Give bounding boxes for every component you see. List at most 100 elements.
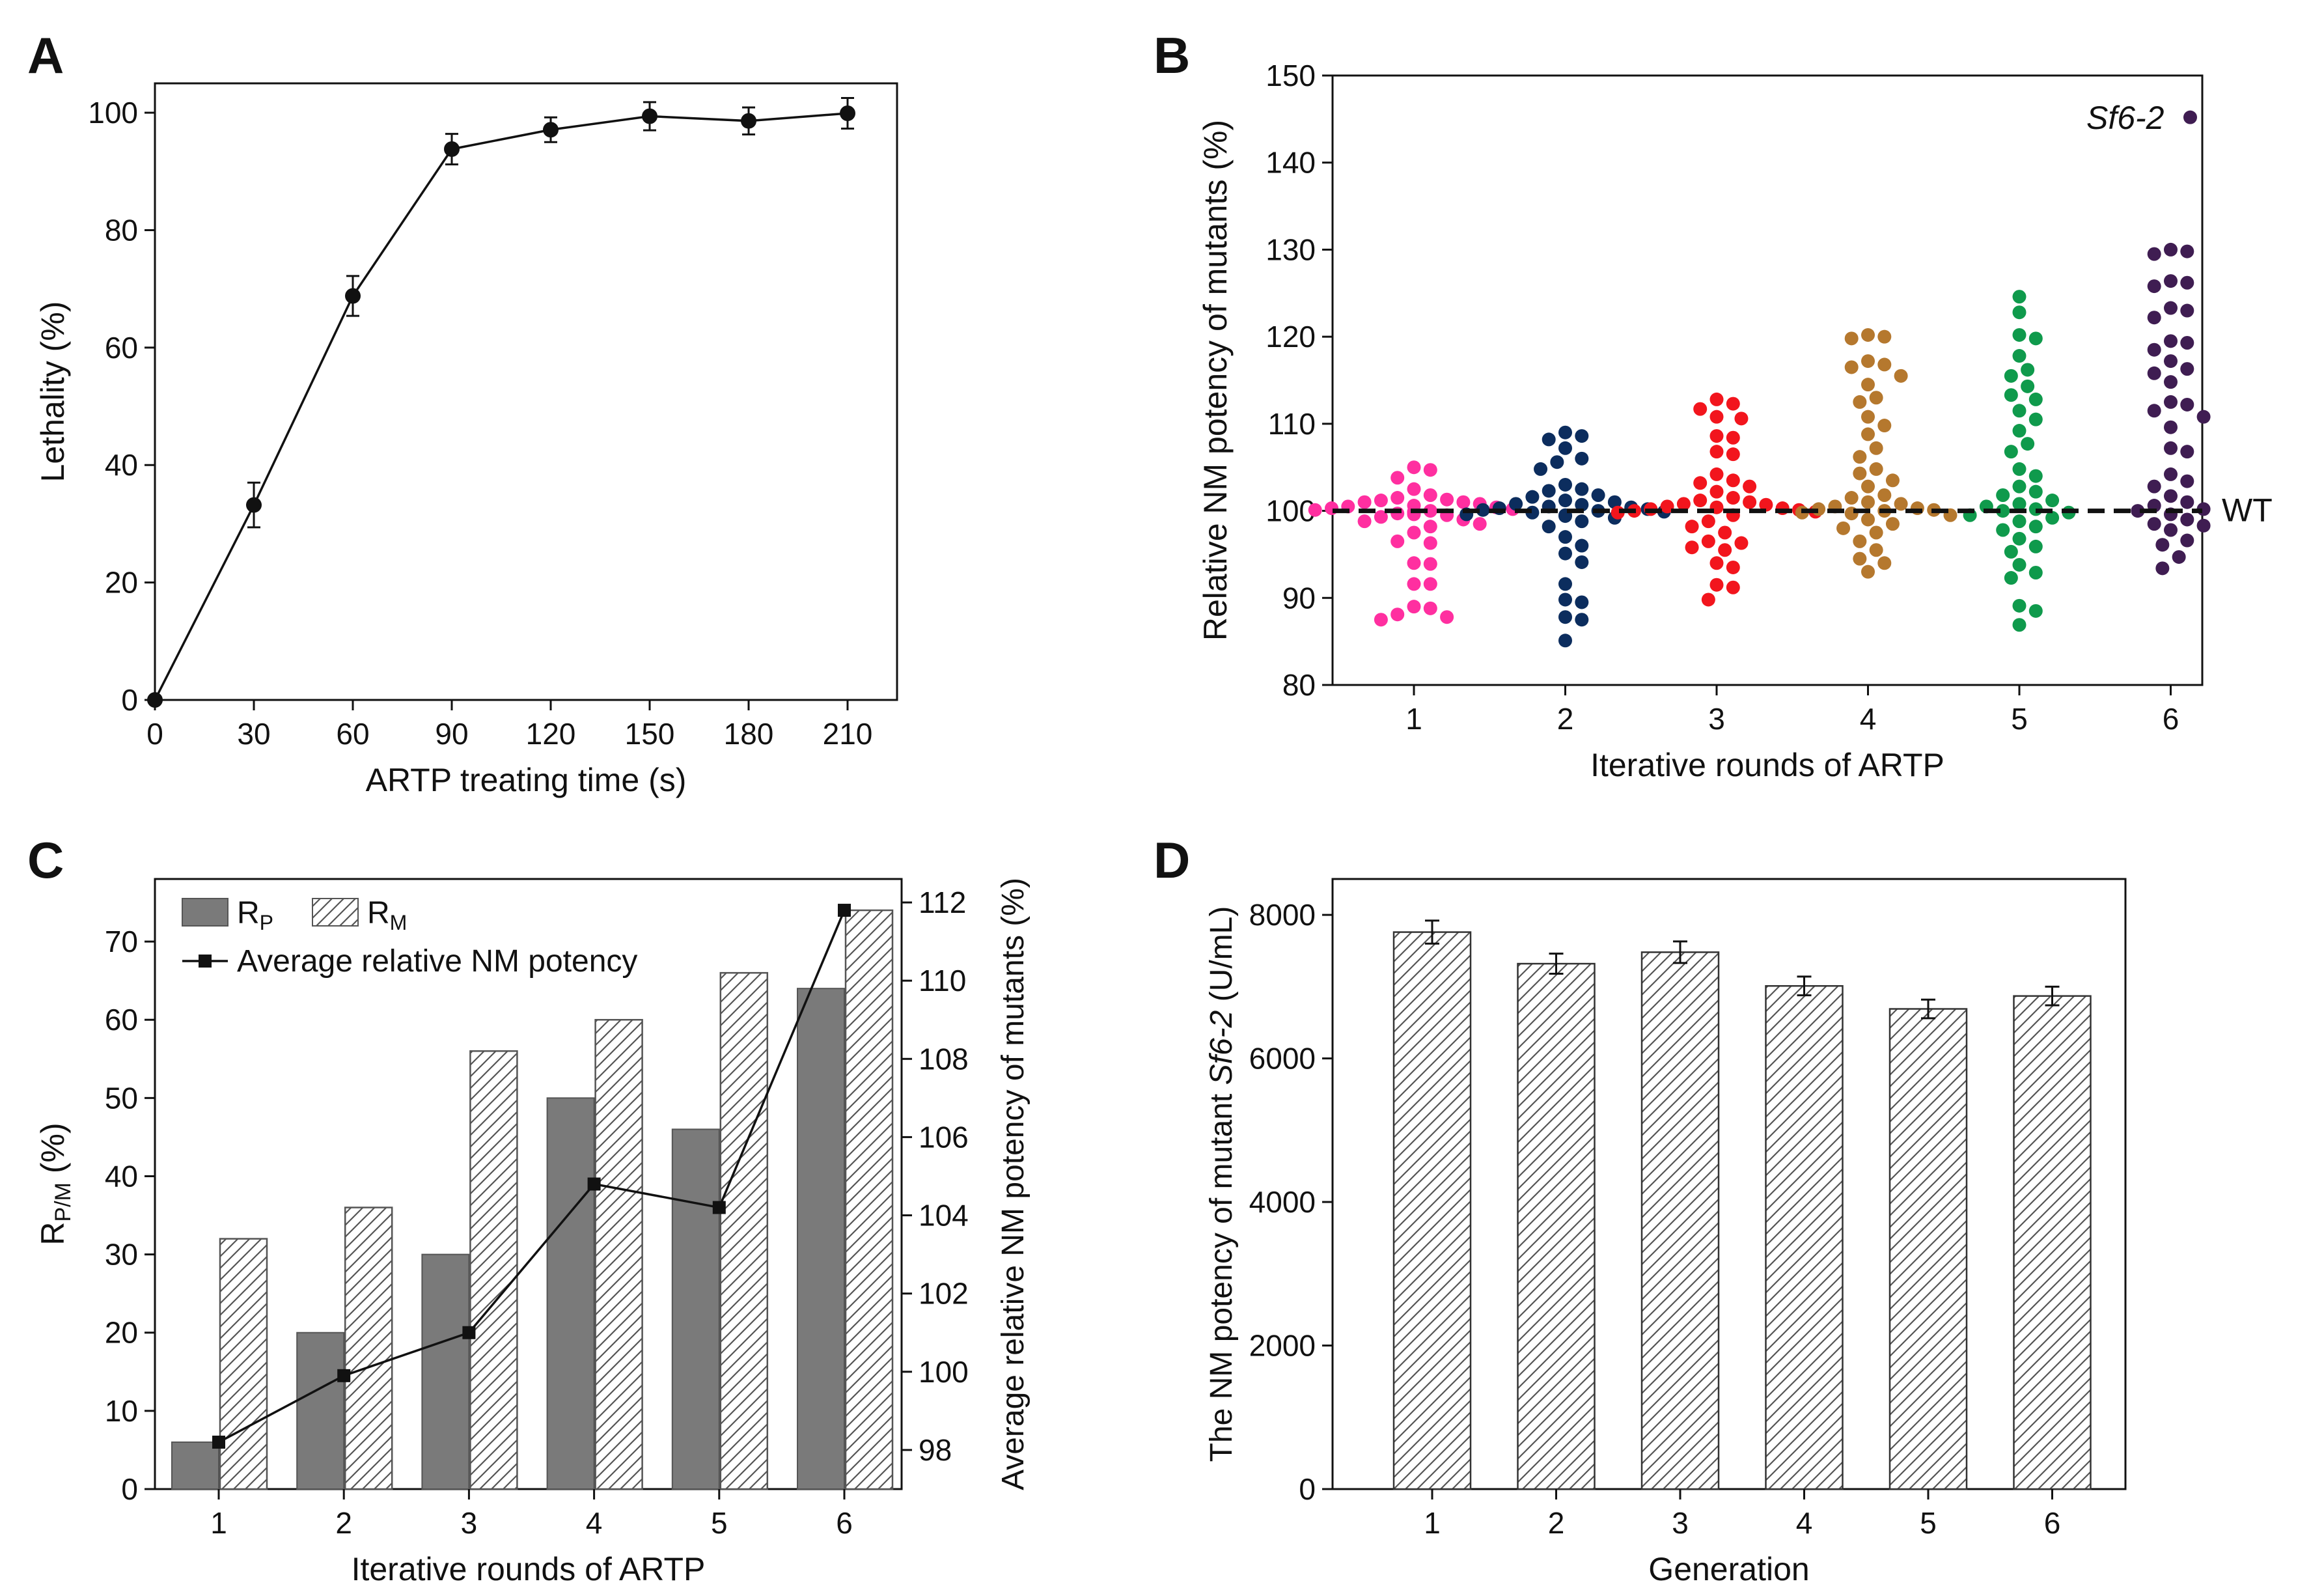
round-2-point: [1558, 530, 1572, 544]
y-tick-label: 70: [105, 925, 138, 958]
round-3-point: [1726, 447, 1740, 462]
y-tick-label: 60: [105, 331, 138, 365]
round-1-point: [1390, 471, 1405, 485]
plot-frame: [154, 878, 903, 1490]
average-potency-point: [337, 1369, 351, 1382]
rm-bar: [469, 1050, 518, 1490]
round-2-point: [1558, 634, 1572, 648]
generation-bar: [1888, 1008, 1968, 1490]
data-point: [642, 108, 657, 124]
round-5-point: [2012, 598, 2027, 613]
x-tick-label: 2: [1548, 1506, 1565, 1540]
round-4-point: [1861, 495, 1875, 509]
round-6-point: [2164, 301, 2178, 315]
y-tick-label: 4000: [1249, 1185, 1316, 1219]
generation-bar: [1640, 951, 1720, 1490]
round-1-point: [1423, 601, 1437, 615]
round-1-point: [1407, 577, 1421, 591]
round-4-point: [1844, 360, 1859, 374]
round-3-point: [1709, 429, 1724, 443]
round-6-point: [2155, 538, 2170, 552]
error-bar: [1921, 998, 1935, 1020]
round-3-point: [1693, 494, 1708, 508]
round-3-point: [1726, 397, 1740, 411]
round-5-point: [2045, 494, 2060, 508]
generation-bar: [1765, 985, 1844, 1490]
round-5-point: [1996, 488, 2010, 503]
round-6-point: [2164, 334, 2178, 348]
x-tick-label: 2: [1557, 702, 1574, 736]
round-2-point: [1575, 595, 1589, 609]
rp-bar: [671, 1128, 720, 1490]
y-axis-label-unit: (U/mL): [1204, 906, 1239, 1011]
data-point: [741, 113, 756, 129]
round-5-point: [2028, 412, 2043, 426]
round-4-point: [1853, 534, 1867, 548]
round-4-point: [1836, 521, 1851, 535]
round-6-point: [2164, 395, 2178, 409]
y-axis-label: Relative NM potency of mutants (%): [1197, 120, 1234, 641]
x-tick-label: 180: [724, 717, 774, 751]
round-2-point: [1542, 432, 1556, 447]
round-3-point: [1685, 540, 1699, 555]
x-tick-label: 5: [2011, 702, 2028, 736]
round-2-point: [1509, 497, 1523, 511]
round-4-point: [1877, 419, 1892, 433]
round-4-point: [1861, 512, 1875, 527]
y2-tick-label: 108: [919, 1042, 969, 1076]
round-3-point: [1709, 445, 1724, 459]
y-axis-label-prefix: The NM potency of mutant: [1204, 1085, 1239, 1462]
legend-rp-sub: P: [260, 911, 273, 934]
y-tick-label: 6000: [1249, 1042, 1316, 1076]
round-1-point: [1423, 504, 1437, 518]
round-3-point: [1660, 499, 1674, 514]
y-tick-label: 30: [105, 1238, 138, 1272]
round-2-point: [1558, 577, 1572, 591]
round-4-point: [1894, 497, 1908, 511]
round-2-point: [1575, 514, 1589, 529]
round-1-point: [1423, 577, 1437, 591]
rm-bar: [844, 909, 894, 1490]
y-tick-label: 40: [105, 1159, 138, 1193]
round-6-point: [2180, 495, 2194, 509]
x-tick-label: 150: [625, 717, 675, 751]
sf6-2-point: [2183, 110, 2197, 124]
round-4-point: [1869, 543, 1883, 557]
round-4-point: [1894, 369, 1908, 383]
round-5-point: [2012, 349, 2027, 363]
round-4-point: [1869, 441, 1883, 455]
round-2-point: [1575, 497, 1589, 512]
average-potency-point: [838, 904, 851, 917]
round-5-point: [2028, 469, 2043, 483]
round-6-point: [2180, 533, 2194, 548]
y-tick-label: 40: [105, 448, 138, 482]
round-4-point: [1861, 565, 1875, 579]
round-2-point: [1550, 455, 1564, 469]
round-4-point: [1869, 462, 1883, 476]
round-5-point: [2028, 539, 2043, 553]
x-tick-label: 120: [526, 717, 576, 751]
round-3-point: [1726, 491, 1740, 505]
round-1-point: [1308, 503, 1322, 517]
round-2-point: [1575, 613, 1589, 627]
round-3-point: [1726, 473, 1740, 488]
round-1-point: [1374, 613, 1388, 627]
round-3-point: [1709, 467, 1724, 481]
round-1-point: [1473, 517, 1487, 531]
round-4-point: [1877, 329, 1892, 344]
y-tick-label: 20: [105, 1316, 138, 1350]
round-6-point: [2164, 242, 2178, 257]
round-5-point: [2028, 520, 2043, 534]
plot-frame: [154, 82, 898, 701]
round-5-point: [2012, 531, 2027, 546]
round-6-point: [2164, 274, 2178, 288]
round-3-point: [1734, 411, 1749, 426]
round-4-point: [1853, 450, 1867, 464]
round-5-point: [2012, 479, 2027, 494]
y-tick-label: 140: [1266, 146, 1316, 180]
legend-line-label: Average relative NM potency: [237, 944, 637, 979]
y2-tick-label: 102: [919, 1277, 969, 1311]
round-6-point: [2196, 410, 2211, 424]
round-2-point: [1575, 538, 1589, 553]
